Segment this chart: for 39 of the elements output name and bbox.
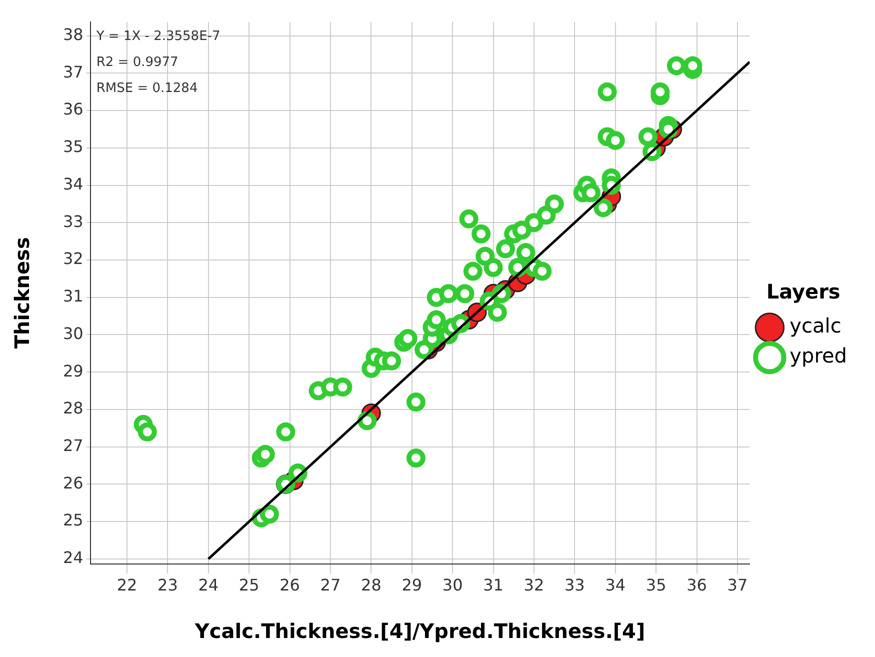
x-tick-label: 29 <box>402 576 422 595</box>
legend-label: ypred <box>790 344 848 368</box>
y-tick-label: 30 <box>63 324 84 343</box>
x-tick-label: 25 <box>238 576 260 595</box>
y-tick-label: 37 <box>63 62 84 82</box>
y-tick-label: 28 <box>63 398 84 418</box>
x-tick-label: 34 <box>605 576 626 595</box>
x-tick-label: 32 <box>524 576 544 595</box>
legend-label: ycalc <box>790 314 842 338</box>
x-tick-label: 26 <box>280 576 300 595</box>
y-tick-label: 36 <box>63 100 84 119</box>
y-tick-label: 29 <box>63 361 84 380</box>
x-axis-title: Ycalc.Thickness.[4]/Ypred.Thickness.[4] <box>194 619 646 644</box>
x-tick-label: 35 <box>646 576 666 595</box>
annotation: R2 = 0.9977 <box>96 54 178 70</box>
y-tick-label: 38 <box>63 24 84 44</box>
x-tick-label: 22 <box>116 576 138 595</box>
x-tick-label: 23 <box>158 576 178 595</box>
y-tick-label: 34 <box>63 174 84 194</box>
annotation: RMSE = 0.1284 <box>96 80 198 96</box>
x-tick-label: 33 <box>564 576 585 595</box>
y-tick-label: 24 <box>63 548 84 568</box>
y-tick-label: 27 <box>63 436 84 455</box>
x-tick-label: 37 <box>727 576 748 595</box>
y-tick-label: 32 <box>63 249 84 268</box>
x-tick-label: 24 <box>198 576 219 595</box>
annotation: Y = 1X - 2.3558E-7 <box>95 28 220 44</box>
x-tick-label: 27 <box>320 576 341 595</box>
x-tick-label: 31 <box>483 576 504 595</box>
y-tick-label: 33 <box>63 212 84 231</box>
x-tick-label: 30 <box>442 576 463 595</box>
y-axis-title: Thickness <box>10 237 34 349</box>
y-tick-label: 31 <box>63 286 84 306</box>
legend-title: Layers <box>766 280 840 304</box>
y-tick-label: 26 <box>63 473 84 492</box>
y-tick-label: 25 <box>63 510 84 530</box>
x-tick-label: 28 <box>361 576 382 595</box>
y-tick-label: 35 <box>63 137 84 156</box>
x-tick-label: 36 <box>686 576 707 595</box>
